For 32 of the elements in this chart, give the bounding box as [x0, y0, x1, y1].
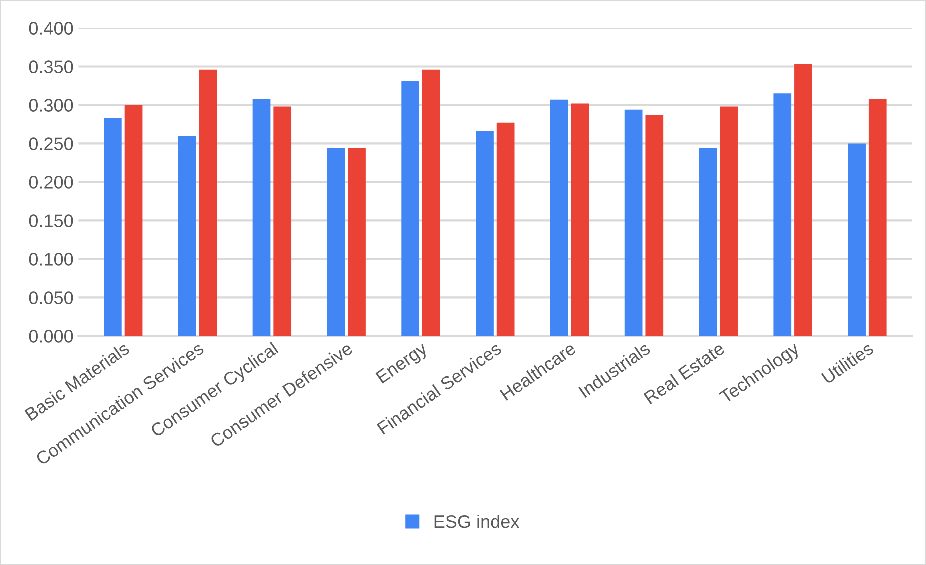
- y-tick-label: 0.100: [29, 253, 74, 266]
- bar: [699, 148, 718, 336]
- y-tick-label: 0.250: [29, 138, 74, 150]
- bar: [720, 106, 738, 336]
- bar: [402, 81, 420, 336]
- bar: [624, 110, 643, 336]
- y-tick-label: 0.400: [29, 22, 74, 35]
- bar: [550, 100, 568, 336]
- bar: [868, 99, 887, 336]
- bar: [422, 70, 440, 336]
- y-tick-label: 0.050: [29, 292, 74, 304]
- bar: [496, 122, 515, 336]
- bar: [124, 105, 143, 336]
- bar: [104, 118, 122, 336]
- y-tick-label: 0.300: [29, 99, 74, 112]
- y-tick-label: 0.000: [29, 330, 74, 343]
- bar: [199, 70, 218, 336]
- bar: [646, 115, 664, 336]
- bar: [476, 131, 494, 336]
- bar: [348, 148, 366, 336]
- bar: [327, 148, 346, 336]
- bar: [774, 94, 792, 336]
- y-tick-label: 0.150: [29, 214, 74, 228]
- legend-label: ESG index: [434, 514, 520, 528]
- y-tick-label: 0.200: [29, 176, 74, 189]
- bar: [794, 64, 812, 336]
- bar: [178, 136, 196, 336]
- bar: [848, 144, 866, 336]
- bar: [252, 99, 271, 336]
- y-tick-label: 0.350: [29, 60, 74, 74]
- bar: [274, 106, 292, 336]
- bar: [571, 104, 590, 336]
